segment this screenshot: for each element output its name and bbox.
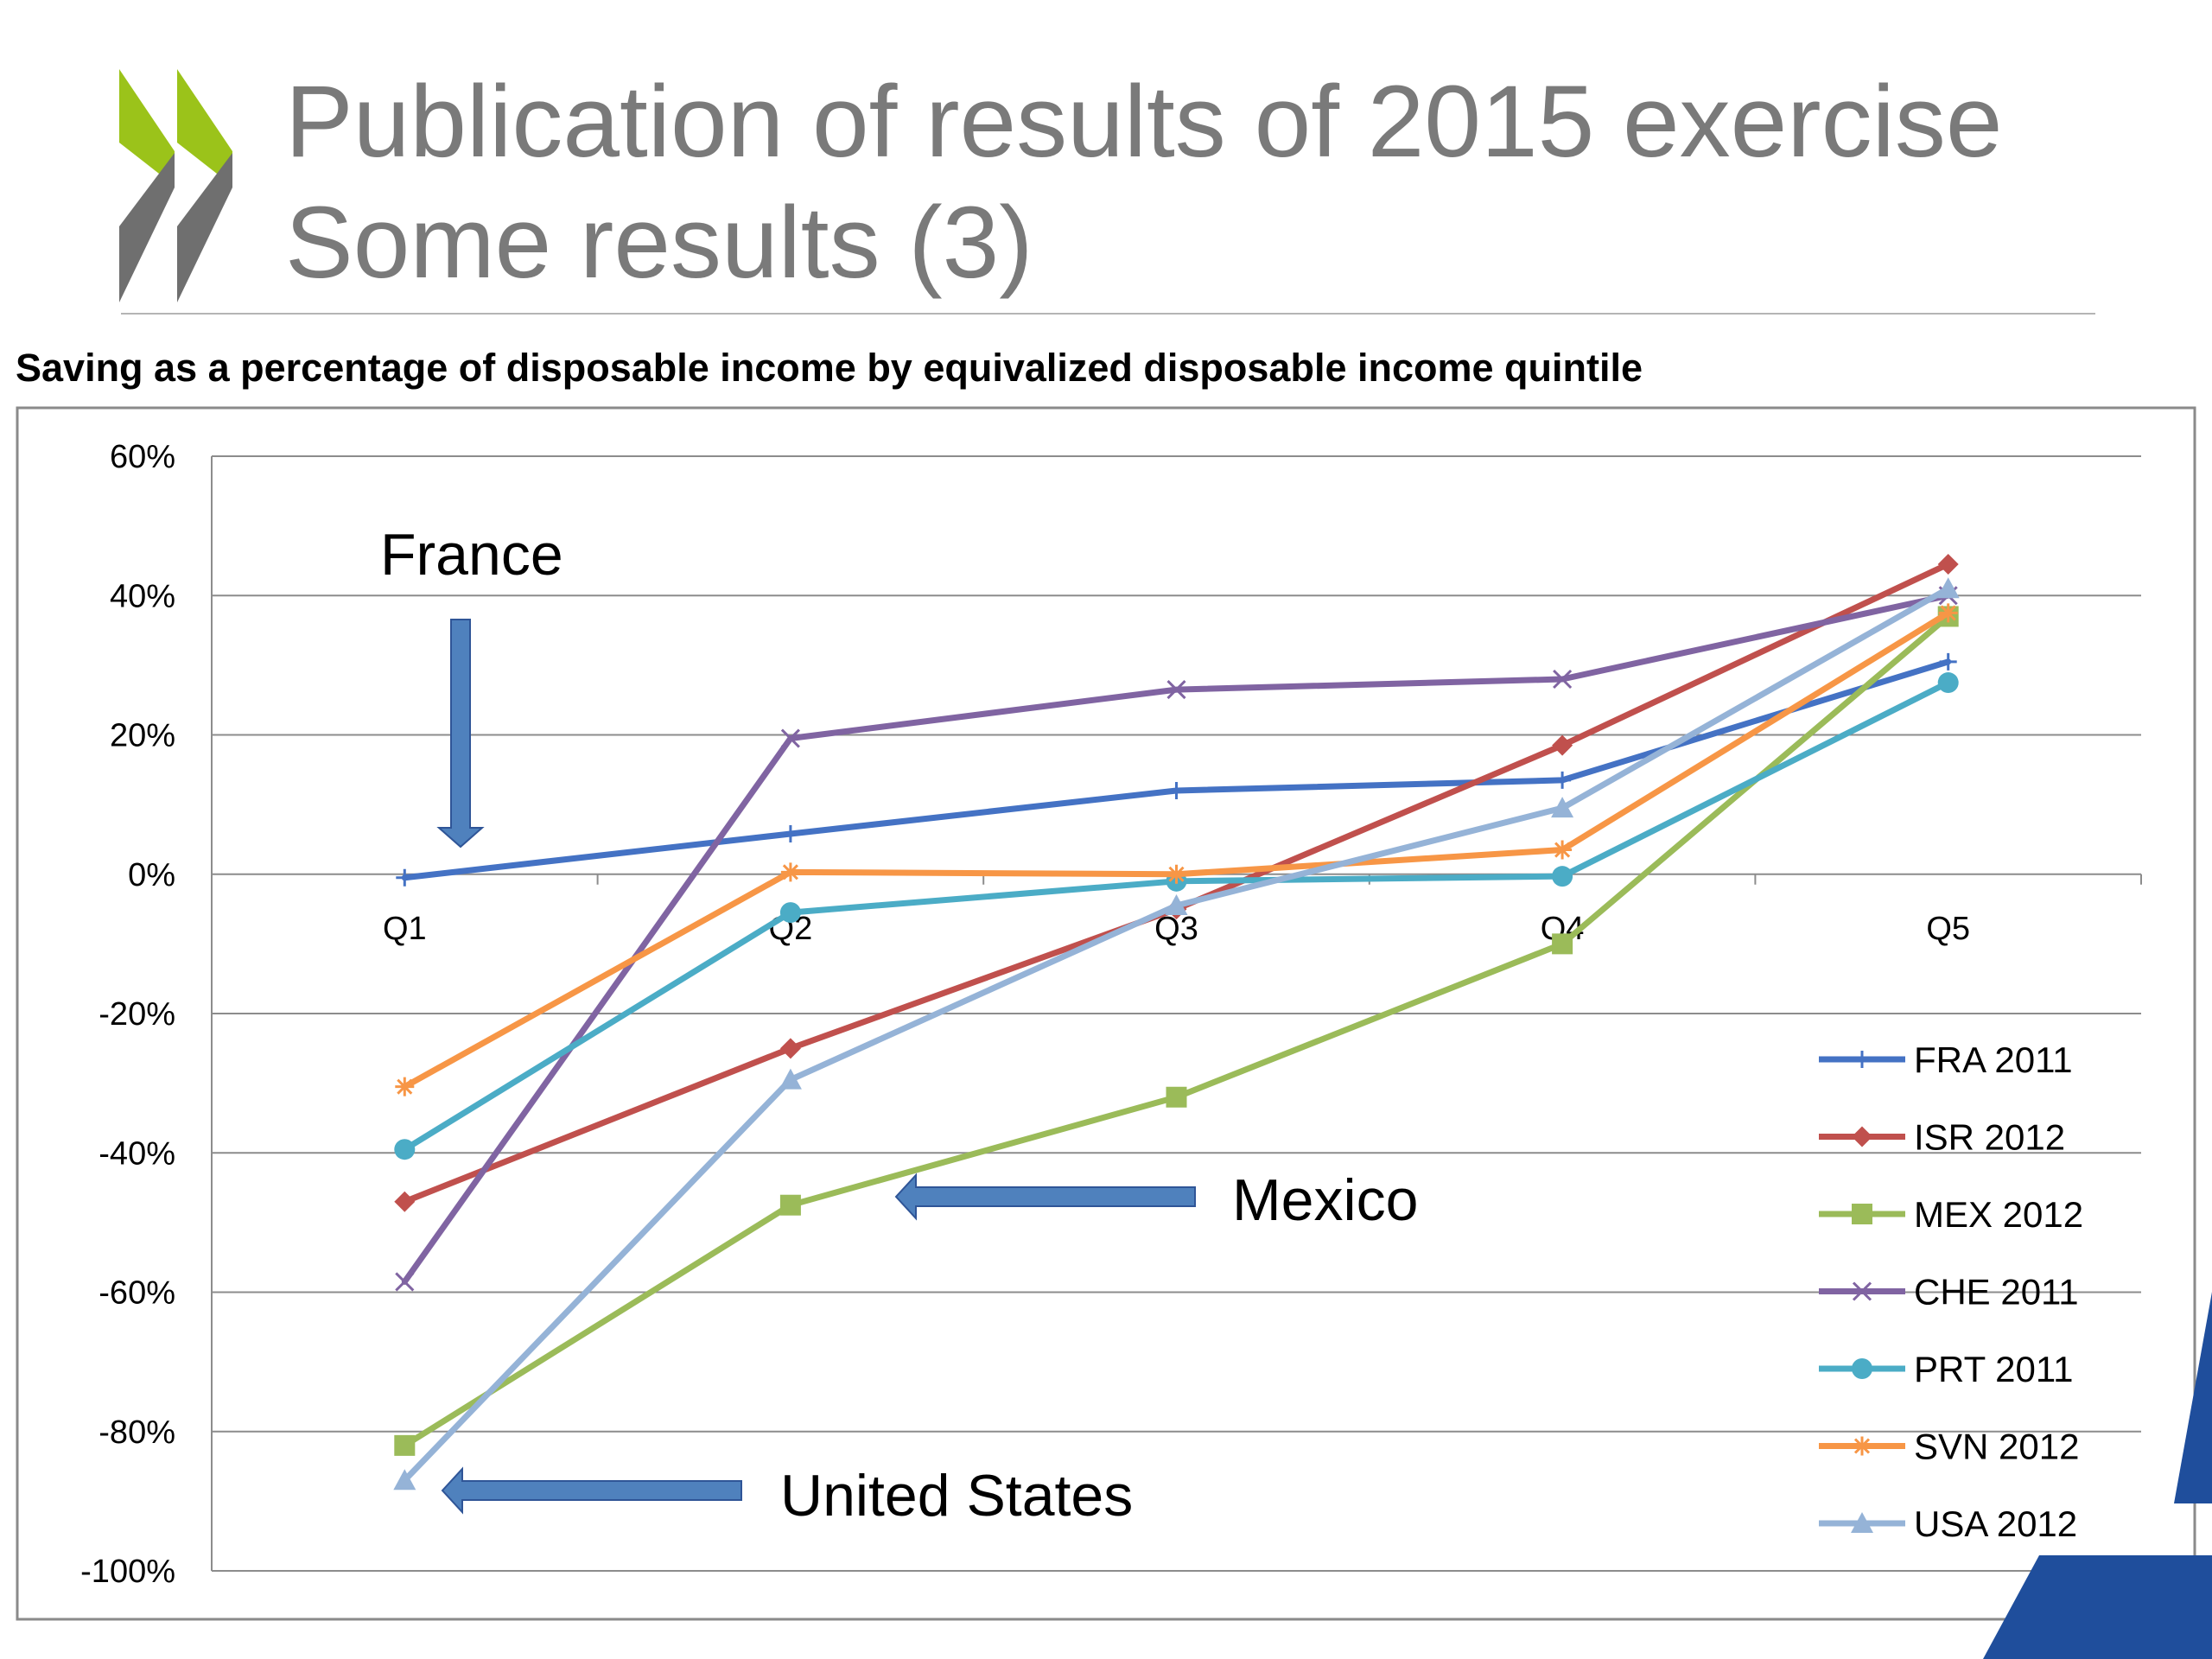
y-tick-label: 60% xyxy=(110,439,175,475)
y-tick-label: 0% xyxy=(128,857,175,893)
annotation-label: France xyxy=(380,522,563,588)
data-point xyxy=(779,1038,801,1059)
data-point xyxy=(779,1194,801,1216)
logo-chevron-1-grey xyxy=(119,153,175,302)
data-point xyxy=(1553,669,1573,690)
legend-item: CHE 2011 xyxy=(1819,1272,2079,1313)
data-point xyxy=(393,1469,416,1491)
data-point xyxy=(394,1191,416,1212)
data-point xyxy=(1937,672,1959,694)
y-tick-label: 40% xyxy=(110,578,175,614)
y-tick-label: -20% xyxy=(99,996,175,1033)
series-fra-2011 xyxy=(396,652,1957,887)
annotation-united-states: United States xyxy=(441,1463,1133,1529)
data-point xyxy=(1853,1436,1872,1456)
data-point xyxy=(1852,1358,1872,1379)
data-point xyxy=(1165,894,1188,916)
logo-chevron-1-green xyxy=(119,69,175,186)
logo-chevron-2-grey xyxy=(177,153,232,302)
data-point xyxy=(1554,771,1572,789)
chart-title: Saving as a percentage of disposable inc… xyxy=(16,346,1643,390)
data-point xyxy=(1166,680,1186,700)
data-point xyxy=(781,824,799,842)
legend-label: PRT 2011 xyxy=(1914,1349,2073,1389)
legend-label: SVN 2012 xyxy=(1914,1427,2079,1467)
data-point xyxy=(780,728,800,748)
y-tick-label: -100% xyxy=(80,1554,175,1590)
data-point xyxy=(1851,1512,1873,1533)
data-point xyxy=(1552,734,1573,756)
data-point xyxy=(779,1068,802,1090)
left-arrow-icon xyxy=(441,1466,742,1515)
legend-label: FRA 2011 xyxy=(1914,1039,2073,1080)
data-point xyxy=(396,868,414,887)
legend-label: ISR 2012 xyxy=(1914,1117,2065,1158)
left-arrow-icon xyxy=(894,1173,1196,1221)
data-point xyxy=(1852,1204,1872,1224)
title-divider xyxy=(121,313,2095,315)
data-point xyxy=(395,1077,415,1096)
legend-label: USA 2012 xyxy=(1914,1503,2077,1544)
y-tick-label: -80% xyxy=(99,1414,175,1451)
legend-item: MEX 2012 xyxy=(1819,1194,2083,1235)
legend-item: PRT 2011 xyxy=(1819,1349,2073,1389)
legend-item: ISR 2012 xyxy=(1819,1117,2065,1158)
data-point xyxy=(1553,840,1573,860)
data-point xyxy=(1852,1281,1872,1301)
slide-title-line-2: Some results (3) xyxy=(285,186,1033,300)
down-arrow-icon xyxy=(436,619,485,849)
legend-label: MEX 2012 xyxy=(1914,1194,2083,1235)
x-tick-label: Q5 xyxy=(1926,911,1970,947)
data-point xyxy=(1939,652,1957,671)
data-point xyxy=(394,1434,416,1456)
legend-item: SVN 2012 xyxy=(1819,1427,2079,1467)
annotation-mexico: Mexico xyxy=(894,1167,1418,1233)
data-point xyxy=(395,1272,415,1292)
y-tick-label: -60% xyxy=(99,1275,175,1312)
data-point xyxy=(1552,866,1573,887)
slide-title-line-1: Publication of results of 2015 exercise xyxy=(285,65,2003,179)
data-point xyxy=(1552,933,1573,955)
data-point xyxy=(1166,864,1186,884)
logo-chevron-2-green xyxy=(177,69,232,186)
data-point xyxy=(1167,782,1185,799)
y-tick-label: -40% xyxy=(99,1135,175,1172)
data-point xyxy=(394,1139,416,1160)
data-point xyxy=(1166,1086,1187,1108)
data-point xyxy=(1936,577,1960,599)
annotation-label: United States xyxy=(780,1463,1133,1529)
data-point xyxy=(1937,553,1959,575)
series-mex-2012 xyxy=(394,606,1959,1456)
series-usa-2012 xyxy=(393,577,1960,1491)
data-point xyxy=(780,862,800,882)
legend-item: FRA 2011 xyxy=(1819,1039,2073,1080)
legend-item: USA 2012 xyxy=(1819,1503,2077,1544)
data-point xyxy=(1938,603,1958,623)
data-point xyxy=(1852,1126,1872,1147)
series-svn-2012 xyxy=(395,603,1958,1096)
x-tick-label: Q1 xyxy=(383,911,427,947)
legend-label: CHE 2011 xyxy=(1914,1272,2079,1313)
y-tick-label: 20% xyxy=(110,718,175,754)
annotation-label: Mexico xyxy=(1232,1167,1418,1233)
annotation-france: France xyxy=(380,522,563,849)
data-point xyxy=(1551,797,1574,818)
data-point xyxy=(1853,1051,1871,1068)
oecd-chevron-logo xyxy=(119,69,232,302)
data-point xyxy=(779,902,801,924)
